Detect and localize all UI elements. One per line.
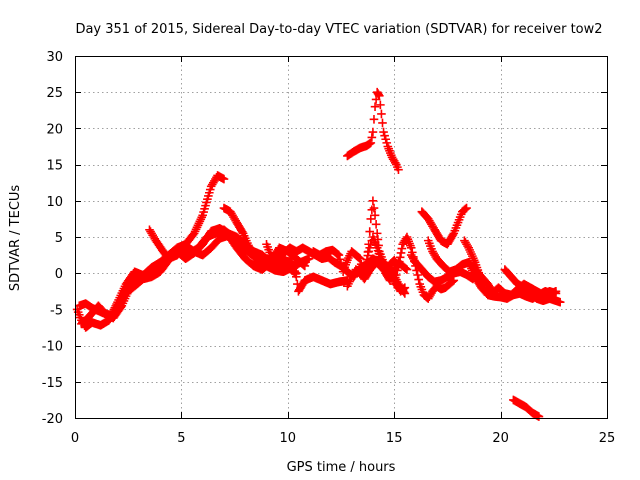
data-point	[204, 191, 213, 201]
series-track-18	[509, 395, 544, 421]
x-tick-label: 10	[280, 431, 297, 446]
data-point	[292, 272, 301, 282]
grid-lines	[75, 56, 607, 418]
series-track-9	[343, 255, 403, 291]
data-point	[380, 131, 389, 140]
data-point	[336, 259, 346, 268]
y-tick-label: -15	[42, 376, 63, 391]
y-tick-label: 30	[46, 50, 63, 65]
data-point	[363, 247, 373, 257]
data-point	[414, 275, 423, 284]
y-tick-label: 5	[55, 231, 63, 246]
x-axis-label: GPS time / hours	[287, 460, 396, 475]
data-point	[334, 250, 344, 260]
data-points	[72, 87, 565, 421]
data-point	[198, 210, 207, 220]
data-point	[393, 266, 402, 275]
plot-frame	[75, 56, 608, 419]
x-tick-label: 0	[71, 431, 79, 446]
data-point	[371, 95, 381, 104]
data-point	[366, 138, 376, 148]
data-point	[461, 204, 470, 214]
y-tick-label: 10	[46, 195, 63, 210]
data-point	[394, 261, 403, 271]
data-point	[402, 265, 412, 274]
data-point	[205, 188, 214, 198]
data-point	[406, 243, 416, 253]
data-point	[355, 254, 365, 264]
data-point	[395, 257, 404, 266]
y-axis-label: SDTVAR / TECUs	[8, 185, 23, 292]
data-point	[400, 283, 410, 292]
data-point	[551, 287, 561, 296]
data-point	[299, 260, 309, 270]
y-tick-label: 20	[46, 122, 63, 137]
data-point	[365, 227, 375, 236]
y-tick-label: 25	[46, 86, 63, 101]
data-point	[396, 248, 406, 258]
data-point	[390, 275, 400, 284]
y-tick-label: -20	[42, 412, 63, 427]
data-point	[449, 276, 459, 285]
data-point	[377, 109, 386, 119]
data-point	[389, 279, 399, 289]
series-track-14	[417, 203, 471, 249]
series-track-11	[389, 232, 459, 303]
data-point	[335, 254, 345, 264]
x-tick-label: 5	[177, 431, 185, 446]
data-point	[448, 277, 458, 286]
x-tick-label: 20	[492, 431, 509, 446]
data-point	[304, 254, 314, 264]
data-point	[370, 102, 380, 111]
data-point	[368, 127, 378, 137]
data-point	[369, 115, 379, 124]
data-point	[379, 127, 388, 137]
data-point	[394, 165, 403, 174]
data-point	[392, 270, 401, 280]
series-track-12	[406, 250, 478, 287]
data-point	[364, 239, 373, 249]
data-point	[362, 255, 372, 264]
data-point	[368, 196, 378, 206]
data-point	[413, 270, 422, 280]
data-point	[369, 203, 379, 213]
data-point	[381, 134, 390, 144]
series-track-10	[343, 87, 403, 174]
data-point	[555, 297, 565, 307]
data-point	[200, 204, 209, 214]
data-point	[367, 133, 377, 142]
x-tick-label: 15	[386, 431, 403, 446]
data-point	[371, 220, 381, 229]
data-point	[370, 210, 380, 220]
x-tick-label: 25	[599, 431, 616, 446]
data-point	[199, 207, 208, 217]
data-point	[462, 203, 471, 213]
data-point	[399, 284, 409, 293]
y-tick-label: -10	[42, 340, 63, 355]
data-point	[378, 118, 387, 128]
data-point	[395, 252, 405, 262]
tick-labels: 0 5 10 15 20 25 -20 -15 -10 -5 0 5 10 15 20 25 30	[42, 50, 616, 446]
data-point	[203, 194, 212, 204]
data-point	[201, 201, 210, 210]
y-tick-label: 15	[46, 159, 63, 174]
data-point	[219, 174, 229, 184]
y-tick-label: -5	[50, 303, 63, 318]
data-point	[401, 264, 411, 273]
series-track-17	[500, 265, 565, 307]
y-tick-label: 0	[55, 267, 63, 282]
data-point	[205, 185, 215, 194]
data-point	[376, 100, 385, 110]
data-point	[366, 214, 376, 224]
data-point	[397, 244, 407, 253]
data-point	[300, 261, 310, 271]
data-point	[382, 138, 392, 148]
data-point	[202, 198, 211, 207]
chart-title: Day 351 of 2015, Sidereal Day-to-day VTE…	[75, 22, 602, 37]
data-point	[375, 91, 384, 101]
